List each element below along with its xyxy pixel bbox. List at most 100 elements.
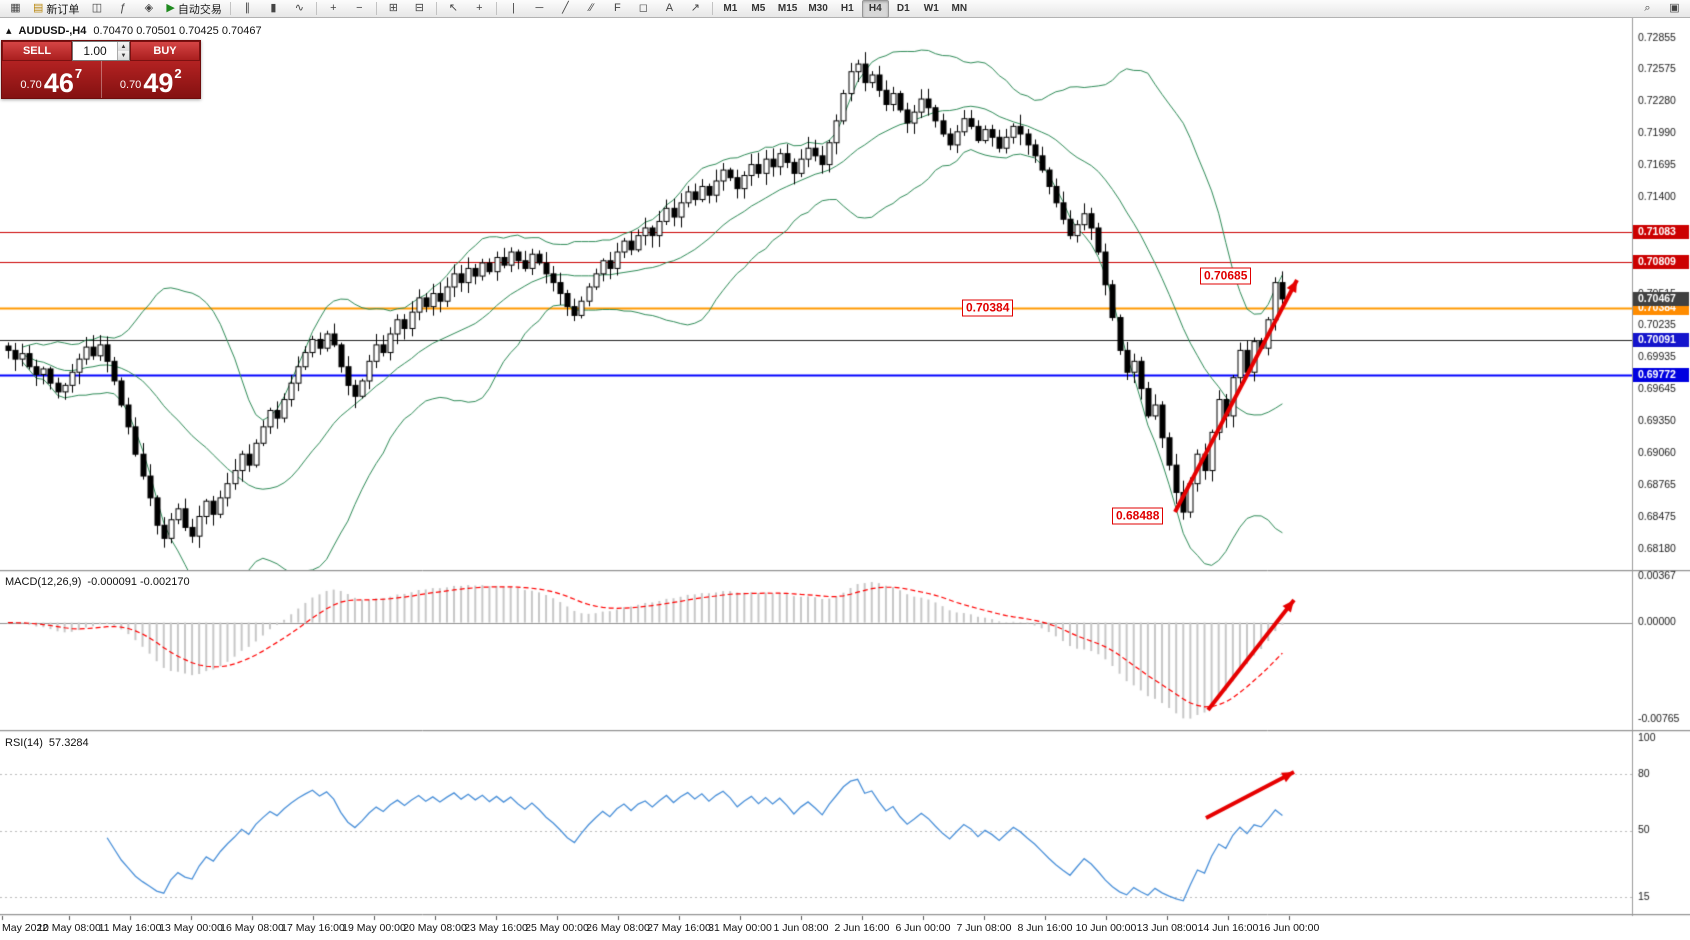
macd-indicator-label: MACD(12,26,9) -0.000091 -0.002170 [5, 576, 190, 588]
timeframe-m30-button[interactable]: M30 [808, 3, 828, 14]
buy-price-sup: 2 [174, 66, 182, 81]
search-button[interactable]: ⌕ [1635, 0, 1660, 18]
charts-grid-button[interactable]: ▦ [3, 0, 28, 18]
fibonacci-icon: F [614, 2, 621, 14]
indicator-list-button[interactable]: ƒ [110, 0, 135, 18]
time-axis-label: 31 May 00:00 [708, 922, 772, 934]
candlestick-chart-button[interactable]: ▮ [261, 0, 286, 18]
price-annotation[interactable]: 0.70685 [1200, 267, 1252, 284]
line-chart-button[interactable]: ∿ [287, 0, 312, 18]
zoom-in-button[interactable]: + [321, 0, 346, 18]
price-annotation[interactable]: 0.68488 [1112, 507, 1164, 525]
charts-grid-icon: ▦ [10, 2, 21, 14]
timeframe-d1-button[interactable]: D1 [896, 3, 910, 14]
time-axis[interactable]: May 2022 10 May 08:00 11 May 16:00 13 May 0… [0, 919, 1632, 940]
sell-price-big: 46 [43, 68, 74, 99]
chart-window-icon: ◫ [91, 2, 103, 14]
timeframe-mn-button[interactable]: MN [951, 3, 968, 14]
timeframe-m1-button[interactable]: M1 [723, 3, 738, 14]
crosshair-icon: + [476, 2, 483, 14]
time-axis-label: 2 Jun 16:00 [834, 922, 890, 934]
equidistant-channel-button[interactable]: ∕∕ [579, 0, 604, 18]
zoom-out-button[interactable]: − [347, 0, 372, 18]
buy-button[interactable]: BUY [130, 41, 200, 61]
equidistant-channel-icon: ∕∕ [589, 2, 594, 14]
symbol-header: ▴ AUDUSD-,H4 0.70470 0.70501 0.70425 0.7… [6, 24, 262, 38]
sell-price[interactable]: 0.70 46 7 [2, 61, 101, 98]
zoom-in-icon: + [330, 2, 337, 14]
layers-button[interactable]: ▣ [1662, 0, 1687, 18]
buy-price-big: 49 [143, 68, 174, 99]
volume-stepper[interactable]: 1.00 ▲ ▼ [72, 41, 130, 61]
chart-canvas[interactable] [0, 18, 1690, 940]
search-icon: ⌕ [1644, 2, 1651, 14]
line-chart-icon: ∿ [294, 2, 304, 14]
time-axis-label: 19 May 00:00 [342, 922, 406, 934]
chart-region: ▴ AUDUSD-,H4 0.70470 0.70501 0.70425 0.7… [0, 18, 1690, 940]
timeframe-w1-button[interactable]: W1 [923, 3, 939, 14]
cursor-button[interactable]: ↖ [441, 0, 466, 18]
new-order-button[interactable]: ▤ 新订单 [29, 0, 83, 18]
volume-value[interactable]: 1.00 [83, 44, 107, 58]
rsi-indicator-label: RSI(14) 57.3284 [5, 737, 89, 749]
time-axis-label: 16 Jun 00:00 [1258, 922, 1320, 934]
horizontal-line-button[interactable]: ─ [527, 0, 552, 18]
tile-windows-button[interactable]: ⊞ [381, 0, 406, 18]
timeframe-m5-button[interactable]: M5 [751, 3, 766, 14]
tile-windows-icon: ⊞ [388, 2, 398, 14]
arrow-object-button[interactable]: ↗ [683, 0, 708, 18]
rsi-title: RSI(14) [5, 737, 43, 749]
layers-icon: ▣ [1669, 2, 1680, 14]
new-order-label: 新订单 [46, 3, 80, 16]
time-axis-label: 27 May 16:00 [647, 922, 711, 934]
toolbar-separator [375, 2, 377, 15]
new-order-icon: ▤ [33, 2, 44, 14]
shapes-button[interactable]: ◻ [631, 0, 656, 18]
arrow-object-icon: ↗ [690, 2, 700, 14]
candlestick-chart-icon: ▮ [270, 2, 277, 14]
price-annotation[interactable]: 0.70384 [962, 299, 1014, 317]
toolbar-separator [711, 2, 713, 15]
time-axis-label: 17 May 16:00 [281, 922, 345, 934]
volume-down-button[interactable]: ▼ [118, 51, 129, 60]
horizontal-line-icon: ─ [535, 2, 544, 14]
indicator-list-icon: ƒ [119, 2, 126, 14]
time-axis-label: 10 Jun 00:00 [1075, 922, 1137, 934]
fibonacci-button[interactable]: F [605, 0, 630, 18]
trendline-button[interactable]: ╱ [553, 0, 578, 18]
time-axis-label: 8 Jun 16:00 [1017, 922, 1073, 934]
chart-window-button[interactable]: ◫ [84, 0, 109, 18]
timeframe-h4-button[interactable]: H4 [861, 0, 889, 18]
crosshair-button[interactable]: + [467, 0, 492, 18]
time-axis-label: 23 May 16:00 [464, 922, 528, 934]
alerts-button[interactable]: ◈ [136, 0, 161, 18]
time-axis-label: 16 May 08:00 [220, 922, 284, 934]
time-axis-label: 13 May 00:00 [159, 922, 223, 934]
timeframe-m15-button[interactable]: M15 [777, 3, 798, 14]
time-axis-label: May 2022 [2, 922, 49, 934]
toolbar-right-group: ⌕ ▣ [1635, 0, 1687, 18]
buy-price[interactable]: 0.70 49 2 [100, 61, 201, 99]
timeframe-h1-button[interactable]: H1 [840, 3, 854, 14]
time-axis-label: 11 May 16:00 [98, 922, 162, 934]
time-axis-label: 6 Jun 00:00 [895, 922, 951, 934]
trendline-icon: ╱ [562, 2, 569, 14]
toolbar-separator [229, 2, 231, 15]
sell-button[interactable]: SELL [2, 41, 72, 61]
time-axis-label: 1 Jun 08:00 [773, 922, 829, 934]
sell-price-sup: 7 [74, 66, 83, 81]
time-axis-label: 20 May 08:00 [403, 922, 467, 934]
ohlc-bars-button[interactable]: ∥ [235, 0, 260, 18]
shapes-icon: ◻ [638, 2, 648, 14]
text-label-button[interactable]: A [657, 0, 682, 18]
buy-price-prefix: 0.70 [119, 79, 142, 91]
one-click-trade-panel: SELL 1.00 ▲ ▼ BUY 0.70 46 7 0.70 49 2 [1, 40, 201, 99]
sell-price-prefix: 0.70 [20, 79, 42, 91]
auto-arrange-button[interactable]: ⊟ [407, 0, 432, 18]
toolbar-separator [435, 2, 437, 15]
volume-up-button[interactable]: ▲ [118, 42, 129, 51]
time-axis-label: 26 May 08:00 [586, 922, 650, 934]
main-toolbar: ▦ ▤ 新订单 ◫ ƒ ◈ ▶ 自动交易 ∥ ▮ ∿ + − ⊞ ⊟ ↖ + | ─ ╱ ∕∕ F ◻ A ↗ M1 M5 M15 M3… [0, 0, 1690, 18]
vertical-line-button[interactable]: | [501, 0, 526, 18]
autotrading-button[interactable]: ▶ 自动交易 [162, 0, 225, 18]
